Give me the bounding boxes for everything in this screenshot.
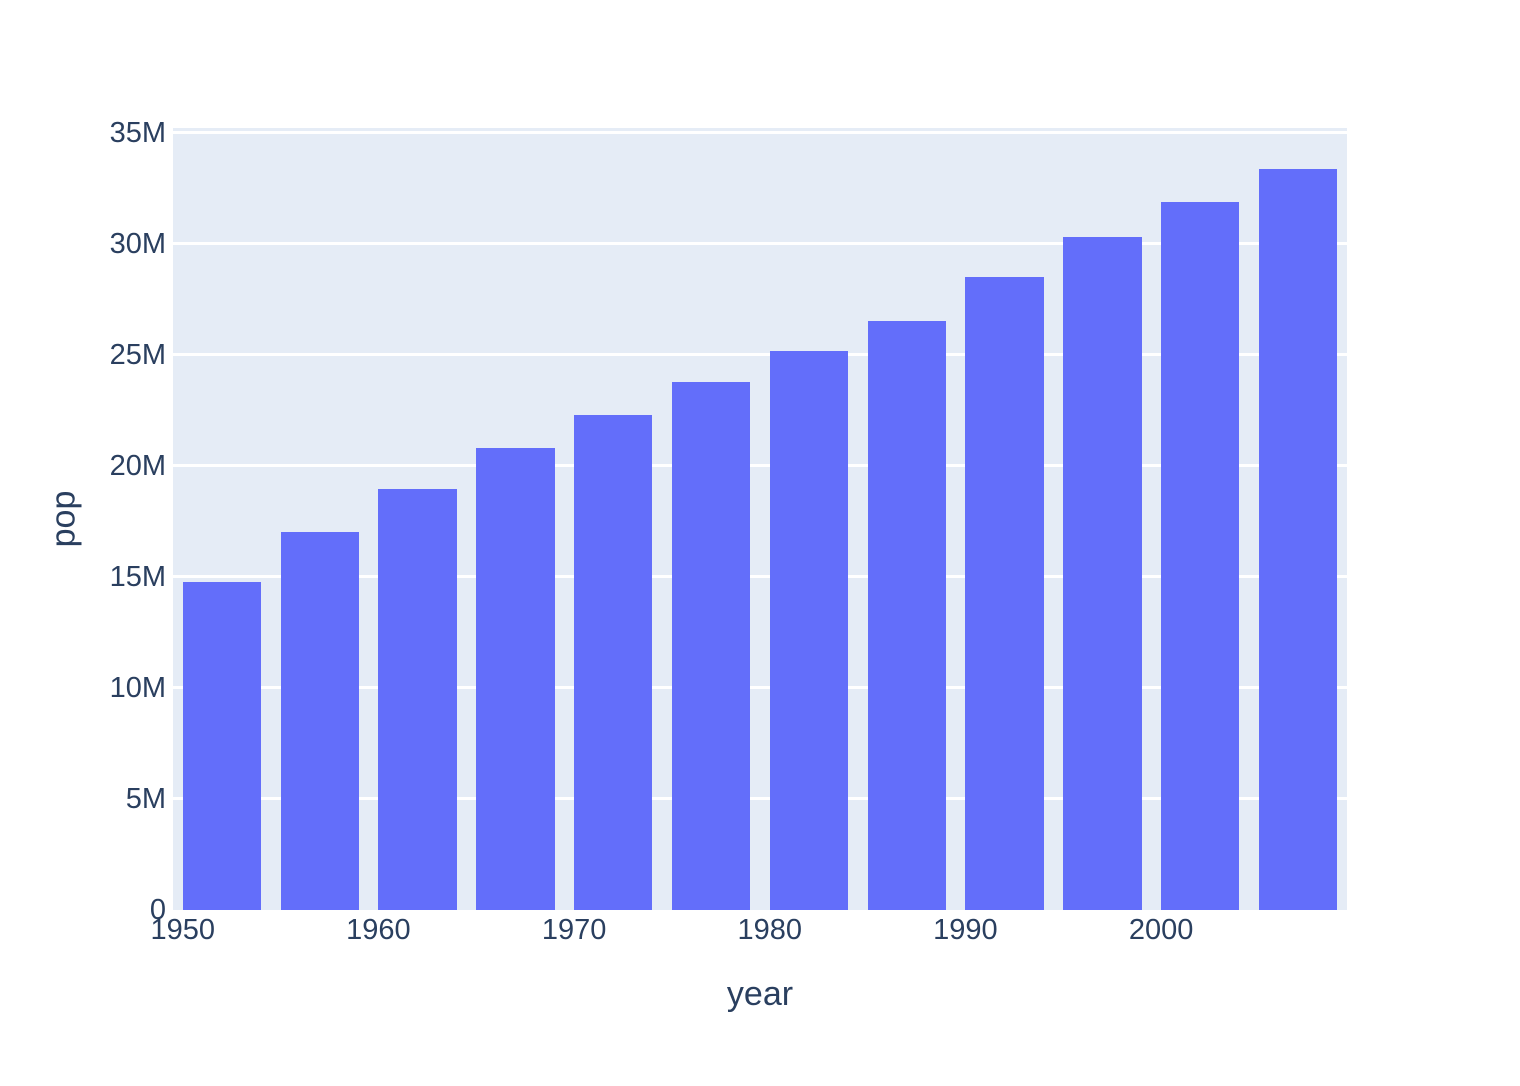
- bar-1987[interactable]: [867, 320, 946, 910]
- y-gridline-30M: [173, 242, 1347, 246]
- y-gridline-20M: [173, 464, 1347, 468]
- bar-1997[interactable]: [1063, 237, 1142, 910]
- x-tick-label: 2000: [1128, 914, 1194, 946]
- y-gridline-25M: [173, 353, 1347, 357]
- y-tick-label: 5M: [125, 782, 166, 815]
- bar-1962[interactable]: [378, 488, 457, 910]
- bar-1952[interactable]: [182, 581, 262, 910]
- y-gridline-10M: [173, 686, 1347, 690]
- bar-1967[interactable]: [476, 447, 555, 910]
- y-axis-title: pop: [44, 490, 83, 548]
- bar-1972[interactable]: [574, 415, 653, 910]
- bar-2007[interactable]: [1258, 168, 1338, 910]
- y-gridline-5M: [173, 797, 1347, 801]
- y-tick-label: 15M: [109, 560, 166, 593]
- y-tick-label: 10M: [109, 671, 166, 704]
- y-gridline-15M: [173, 575, 1347, 579]
- bar-1977[interactable]: [671, 381, 751, 910]
- x-axis-title: year: [726, 975, 794, 1013]
- x-tick-label: 1970: [541, 914, 607, 946]
- x-tick-label: 1950: [150, 914, 216, 946]
- bar-1957[interactable]: [280, 532, 359, 910]
- y-gridline-35M: [173, 131, 1347, 135]
- y-tick-label: 30M: [109, 227, 166, 260]
- y-tick-label: 0: [149, 894, 166, 926]
- y-tick-label: 20M: [109, 449, 166, 482]
- x-axis-title-wrap: year: [0, 975, 1520, 1014]
- x-tick-label: 1980: [737, 914, 803, 946]
- bar-1982[interactable]: [769, 350, 849, 910]
- bar-2002[interactable]: [1161, 201, 1240, 910]
- y-tick-label: 35M: [109, 116, 166, 149]
- y-tick-label: 25M: [109, 338, 166, 371]
- plot-area[interactable]: [173, 128, 1347, 910]
- x-tick-label: 1960: [346, 914, 411, 946]
- x-tick-label: 1990: [933, 914, 998, 946]
- bar-1992[interactable]: [965, 276, 1044, 910]
